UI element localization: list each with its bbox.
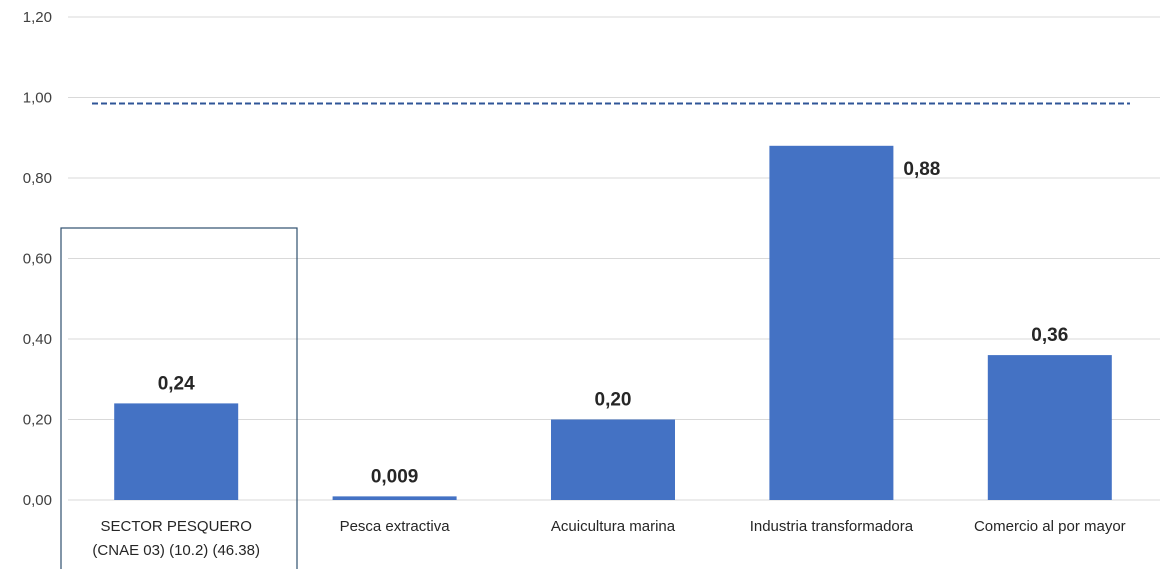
gridlines	[68, 16, 1160, 501]
category-label: Comercio al por mayor	[974, 518, 1126, 535]
data-labels: 0,24 0,009 0,20 0,88 0,36	[158, 159, 1069, 488]
y-tick-label: 1,00	[23, 90, 52, 107]
bar	[114, 403, 239, 500]
category-label: Pesca extractiva	[340, 518, 451, 535]
bar	[987, 355, 1112, 500]
bar	[332, 496, 457, 500]
data-label: 0,36	[1031, 325, 1068, 346]
data-label: 0,88	[903, 159, 940, 180]
bar	[769, 145, 894, 501]
category-label: (CNAE 03) (10.2) (46.38)	[92, 542, 260, 559]
data-label: 0,24	[158, 373, 195, 394]
category-label: Industria transformadora	[750, 518, 914, 535]
data-label: 0,20	[595, 390, 632, 411]
y-axis-ticks: 0,00 0,20 0,40 0,60 0,80 1,00 1,20	[23, 9, 52, 509]
category-label: SECTOR PESQUERO	[100, 518, 251, 535]
highlight-frame	[60, 227, 298, 569]
category-labels: SECTOR PESQUERO (CNAE 03) (10.2) (46.38) P…	[92, 518, 1125, 559]
y-tick-label: 0,20	[23, 412, 52, 429]
data-label: 0,009	[371, 466, 419, 487]
bar	[551, 419, 675, 500]
y-tick-label: 0,00	[23, 492, 52, 509]
category-label: Acuicultura marina	[551, 518, 676, 535]
y-tick-label: 1,20	[23, 9, 52, 26]
y-tick-label: 0,80	[23, 170, 52, 187]
y-tick-label: 0,40	[23, 331, 52, 348]
y-tick-label: 0,60	[23, 251, 52, 268]
bars	[114, 145, 1112, 501]
highlight-frame-layer	[60, 227, 298, 569]
